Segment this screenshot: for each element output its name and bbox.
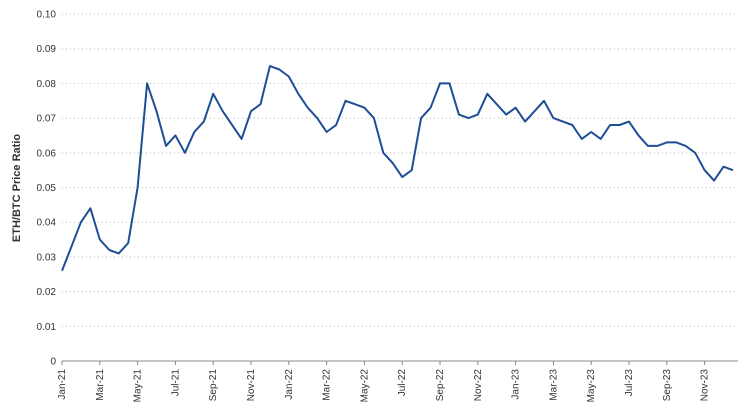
x-tick-label: Sep-21 bbox=[208, 369, 219, 402]
y-tick-label: 0.09 bbox=[37, 44, 57, 55]
x-tick-label: Jan-21 bbox=[57, 369, 68, 400]
x-tick-label: May-23 bbox=[586, 369, 597, 403]
y-axis-label: ETH/BTC Price Ratio bbox=[11, 134, 23, 242]
x-tick-label: Jan-22 bbox=[284, 369, 295, 400]
y-tick-label: 0.06 bbox=[37, 148, 57, 159]
x-tick-label: Jul-23 bbox=[624, 369, 635, 397]
x-tick-label: Nov-21 bbox=[246, 369, 257, 402]
y-tick-label: 0.07 bbox=[37, 114, 57, 125]
y-tick-label: 0.05 bbox=[37, 183, 57, 194]
y-tick-label: 0.03 bbox=[37, 252, 57, 263]
x-tick-label: Mar-21 bbox=[95, 369, 106, 401]
x-tick-label: Sep-23 bbox=[662, 369, 673, 402]
y-tick-label: 0 bbox=[50, 357, 56, 368]
y-tick-label: 0.01 bbox=[37, 322, 57, 333]
x-tick-label: Nov-23 bbox=[700, 369, 711, 402]
x-tick-label: May-22 bbox=[359, 369, 370, 403]
x-tick-label: Nov-22 bbox=[473, 369, 484, 402]
data-line bbox=[61, 65, 734, 272]
x-tick-label: Jul-22 bbox=[397, 369, 408, 397]
x-tick-label: Jan-23 bbox=[511, 369, 522, 400]
x-tick-label: Jul-21 bbox=[170, 369, 181, 397]
x-tick-label: Mar-22 bbox=[322, 369, 333, 401]
x-tick-label: Mar-23 bbox=[548, 369, 559, 401]
y-tick-label: 0.02 bbox=[37, 287, 57, 298]
y-tick-label: 0.04 bbox=[37, 218, 57, 229]
x-tick-label: May-21 bbox=[133, 369, 144, 403]
y-tick-label: 0.08 bbox=[37, 79, 57, 90]
y-tick-label: 0.10 bbox=[37, 10, 57, 21]
x-tick-label: Sep-22 bbox=[435, 369, 446, 402]
